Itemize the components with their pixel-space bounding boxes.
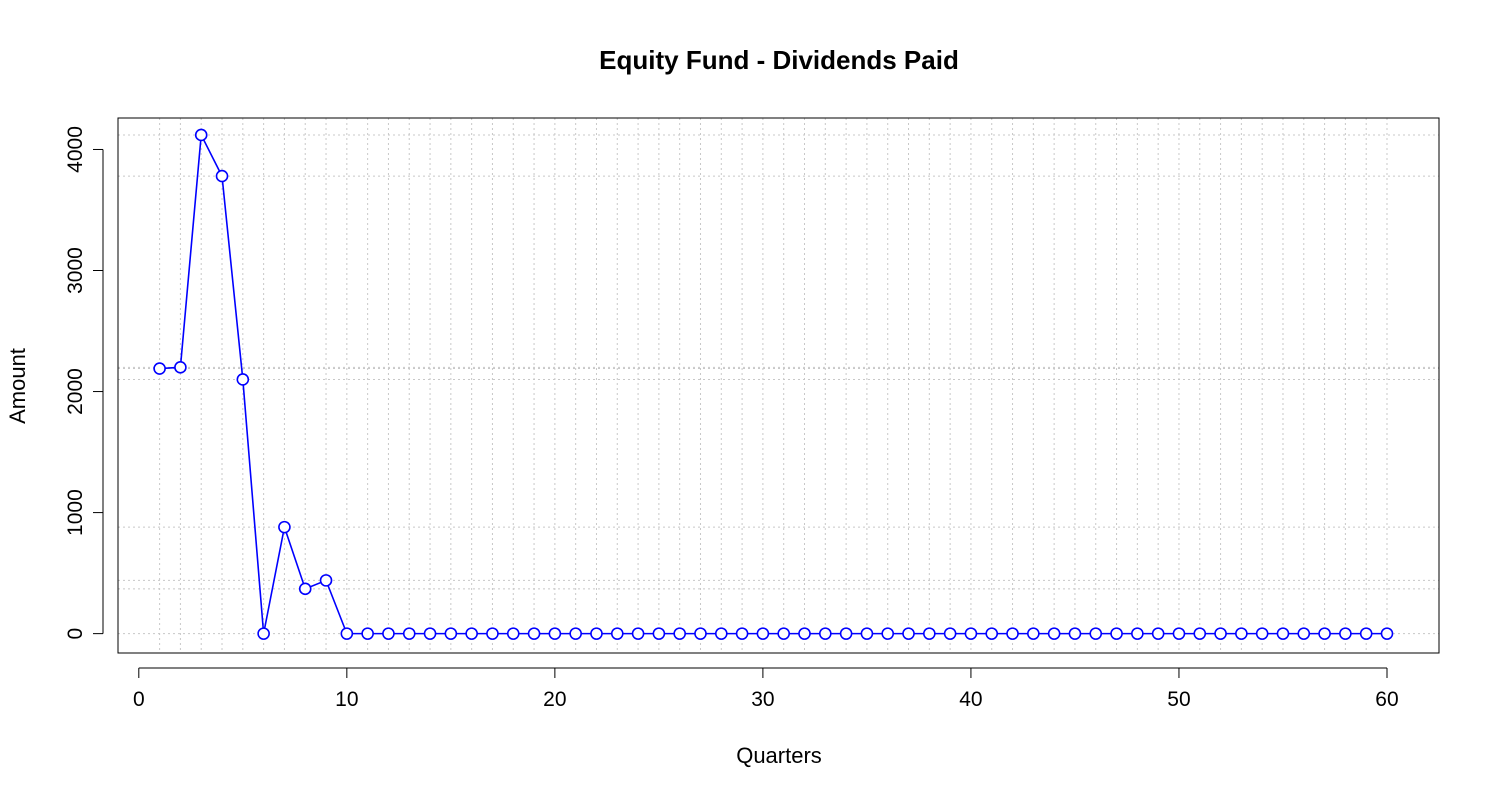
data-point <box>569 627 582 640</box>
data-point <box>943 627 957 640</box>
data-point <box>714 627 728 640</box>
data-point <box>631 627 645 640</box>
data-point <box>860 627 874 640</box>
data-point <box>1359 627 1373 640</box>
data-point <box>1297 627 1311 640</box>
data-point <box>1110 627 1123 640</box>
data-point <box>1318 627 1331 640</box>
data-point <box>361 627 374 640</box>
data-point <box>153 362 166 375</box>
data-point <box>298 582 312 596</box>
data-point <box>382 627 395 640</box>
data-point <box>465 627 478 640</box>
data-point <box>1339 627 1352 640</box>
plot-frame <box>117 117 1440 654</box>
data-point <box>610 627 624 640</box>
y-tick-label: 0 <box>64 628 87 640</box>
x-axis-label: Quarters <box>736 743 822 768</box>
y-tick-label: 2000 <box>64 368 87 415</box>
data-point <box>174 361 187 374</box>
y-tick-label: 4000 <box>64 126 87 173</box>
data-point <box>1068 627 1082 640</box>
x-tick-label: 40 <box>959 688 982 711</box>
x-tick-label: 50 <box>1167 688 1190 711</box>
y-tick-label: 3000 <box>64 247 87 294</box>
data-point <box>1255 627 1269 640</box>
data-point <box>1235 627 1248 640</box>
data-point <box>735 627 749 640</box>
data-point <box>902 627 915 640</box>
data-point <box>236 373 250 386</box>
data-point <box>798 627 811 640</box>
data-point <box>486 627 499 640</box>
series-line <box>159 132 1387 635</box>
chart-title: Equity Fund - Dividends Paid <box>599 45 959 75</box>
x-tick-label: 20 <box>543 688 566 711</box>
data-point <box>257 627 270 640</box>
x-axis: 0 10 20 30 40 50 60 <box>133 667 1399 711</box>
data-point <box>652 627 666 640</box>
y-tick-label: 1000 <box>64 489 87 536</box>
data-point <box>964 627 978 640</box>
data-point <box>506 627 520 640</box>
data-point <box>985 627 999 640</box>
data-point <box>1047 627 1061 640</box>
data-point <box>278 520 291 534</box>
x-tick-label: 60 <box>1375 688 1398 711</box>
x-tick-label: 0 <box>133 688 145 711</box>
data-point <box>1276 627 1290 640</box>
data-point <box>590 627 603 640</box>
data-point <box>1193 627 1207 640</box>
data-point <box>402 627 416 640</box>
data-points <box>153 128 1394 640</box>
data-point <box>777 627 791 640</box>
data-point <box>1172 627 1186 640</box>
y-axis-label: Amount <box>5 348 30 424</box>
x-tick-label: 10 <box>335 688 358 711</box>
data-point <box>1151 627 1165 640</box>
data-point <box>839 627 853 640</box>
data-point <box>423 627 437 640</box>
x-tick-label: 30 <box>751 688 774 711</box>
data-point <box>1027 627 1040 640</box>
data-point <box>194 128 208 142</box>
data-point <box>319 574 333 587</box>
data-point <box>1214 627 1227 640</box>
data-point <box>340 627 354 640</box>
data-point <box>1380 627 1394 640</box>
data-point <box>527 627 541 640</box>
data-point <box>923 627 936 640</box>
data-point <box>673 627 686 640</box>
data-point <box>444 627 458 640</box>
data-point <box>819 627 832 640</box>
data-point <box>756 627 770 640</box>
data-point <box>694 627 707 640</box>
data-point <box>215 169 229 183</box>
data-point <box>1131 627 1144 640</box>
data-point <box>548 627 562 640</box>
data-point <box>881 627 895 640</box>
data-point <box>1089 627 1103 640</box>
grid-lines <box>118 118 1439 653</box>
y-axis: 0 1000 2000 3000 4000 <box>64 126 104 640</box>
data-point <box>1006 627 1019 640</box>
